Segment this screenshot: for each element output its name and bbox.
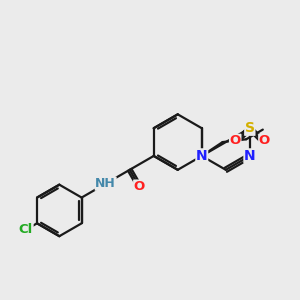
Text: NH: NH bbox=[95, 177, 116, 190]
Text: O: O bbox=[134, 180, 145, 193]
Text: O: O bbox=[230, 134, 241, 147]
Text: S: S bbox=[245, 121, 255, 135]
Text: Cl: Cl bbox=[19, 223, 33, 236]
Text: O: O bbox=[259, 134, 270, 147]
Text: N: N bbox=[196, 149, 208, 163]
Text: N: N bbox=[244, 149, 256, 163]
